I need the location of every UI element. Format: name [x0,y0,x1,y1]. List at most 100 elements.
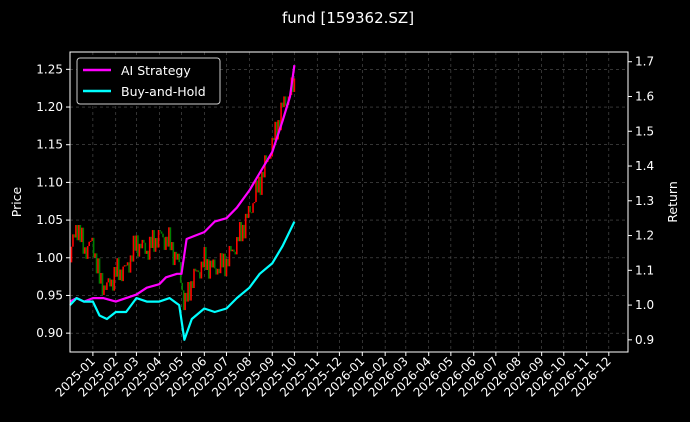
price-bar [112,279,114,291]
price-bar [103,285,105,295]
price-bar [81,227,83,243]
price-bar [171,242,173,251]
price-bar [258,176,260,193]
price-bar [219,253,222,274]
price-bar [154,238,157,252]
price-bar [293,78,296,92]
price-bar [209,260,212,279]
price-bar [210,260,213,268]
price-bar [85,247,88,259]
price-bar [128,262,130,273]
price-bar [89,240,92,242]
price-bar [107,278,110,283]
left-tick-label: 1.05 [36,213,63,227]
right-axis-label: Return [665,181,680,222]
price-bar [82,227,85,254]
price-bar [202,261,204,268]
price-bar [88,241,90,247]
price-bar [78,225,80,241]
price-bar [135,235,138,251]
chart-title: fund [159362.SZ] [282,9,414,27]
price-bar [256,180,259,193]
price-bar [240,222,243,242]
price-bar [221,253,223,268]
price-bar [184,292,186,311]
price-bar [109,278,111,287]
price-bar [190,281,192,301]
right-tick-label: 1.0 [635,298,654,312]
series-layer [69,65,296,341]
price-bar [165,236,167,250]
price-bar [205,247,207,271]
price-bar [72,234,74,247]
price-bar [207,259,210,279]
price-bar [92,237,95,258]
right-tick-label: 1.3 [635,194,654,208]
price-bar [185,292,188,302]
price-bar [213,259,216,269]
x-axis-ticks: 2025-012025-022025-032025-042025-052025-… [53,352,614,400]
series-line-ai-strategy [69,65,296,303]
series-line-buy-and-hold [69,221,296,341]
price-bar [238,222,241,242]
price-bar [212,259,214,268]
price-bar [218,268,220,274]
price-bar [147,250,150,260]
price-bar [230,245,232,252]
price-bar [145,250,148,254]
left-tick-label: 1.15 [36,138,63,152]
price-bar [231,249,234,252]
price-bar [162,233,164,238]
price-bar [156,238,158,248]
right-tick-label: 1.4 [635,159,654,173]
price-bar [113,267,116,291]
price-bar [70,246,73,263]
price-bar [255,180,257,203]
price-bar [76,225,79,241]
right-axis-ticks: 0.9 1.0 1.1 1.2 1.3 1.4 1.5 1.6 1.7 [628,55,654,347]
price-bar [194,268,197,272]
price-bar [246,213,248,218]
price-bar [243,224,245,239]
price-bar [236,237,238,255]
price-bar [95,253,98,274]
price-bar [163,237,166,250]
right-tick-label: 0.9 [635,333,654,347]
price-bar [222,253,225,268]
price-bar [141,239,144,249]
price-bar [114,267,117,277]
price-bar [197,270,200,273]
price-bar [106,282,108,290]
price-bar [182,290,185,311]
price-bar [203,247,206,268]
price-bar [200,261,203,279]
price-bar [244,213,247,239]
price-bar [261,171,263,195]
price-bar [143,239,145,243]
price-bar [166,236,169,247]
price-bar [168,227,170,247]
price-bar [191,281,194,289]
price-bar [104,285,107,290]
price-bar [169,227,172,251]
price-bar [94,253,96,258]
price-bar [75,225,77,238]
price-bar [206,259,209,271]
right-tick-label: 1.6 [635,89,654,103]
price-bar [150,236,152,248]
price-bar [134,235,136,251]
price-bar [157,230,160,248]
price-bar [151,230,154,248]
price-bar [119,269,121,281]
price-bar [284,96,287,106]
price-bar [275,121,278,140]
price-bar [277,120,279,140]
price-bar [140,243,142,249]
price-bar [265,155,268,162]
price-bar [101,272,104,295]
price-bar [131,255,133,262]
price-bar [86,246,89,259]
price-bar [196,270,198,272]
price-bar [138,243,141,257]
price-bar [274,121,276,141]
